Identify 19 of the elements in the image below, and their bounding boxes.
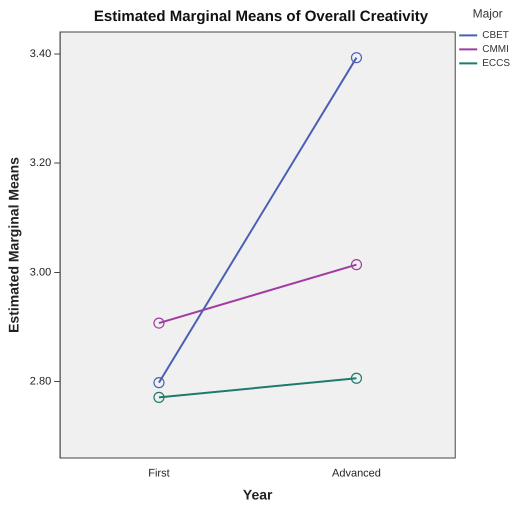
chart-title: Estimated Marginal Means of Overall Creativity — [94, 8, 429, 26]
y-tick-label: 3.40 — [30, 48, 52, 60]
y-tick-label: 3.00 — [30, 266, 52, 278]
point — [350, 52, 362, 64]
point — [153, 377, 165, 388]
x-tick-label: First — [148, 468, 170, 480]
legend-title: Major — [472, 6, 503, 20]
y-axis-title: Estimated Marginal Means — [5, 156, 22, 333]
y-tick-label: 3.20 — [30, 157, 52, 170]
x-tick-label: Advanced — [332, 468, 381, 480]
legend-label: CMMI — [482, 44, 509, 56]
point — [350, 372, 362, 384]
point — [153, 392, 165, 403]
legend-label: CBET — [482, 30, 509, 42]
y-tick-label: 2.80 — [30, 376, 52, 388]
point — [350, 259, 362, 270]
point — [153, 318, 165, 329]
x-axis-title: Year — [242, 486, 274, 502]
legend-label: ECCS — [482, 58, 510, 70]
